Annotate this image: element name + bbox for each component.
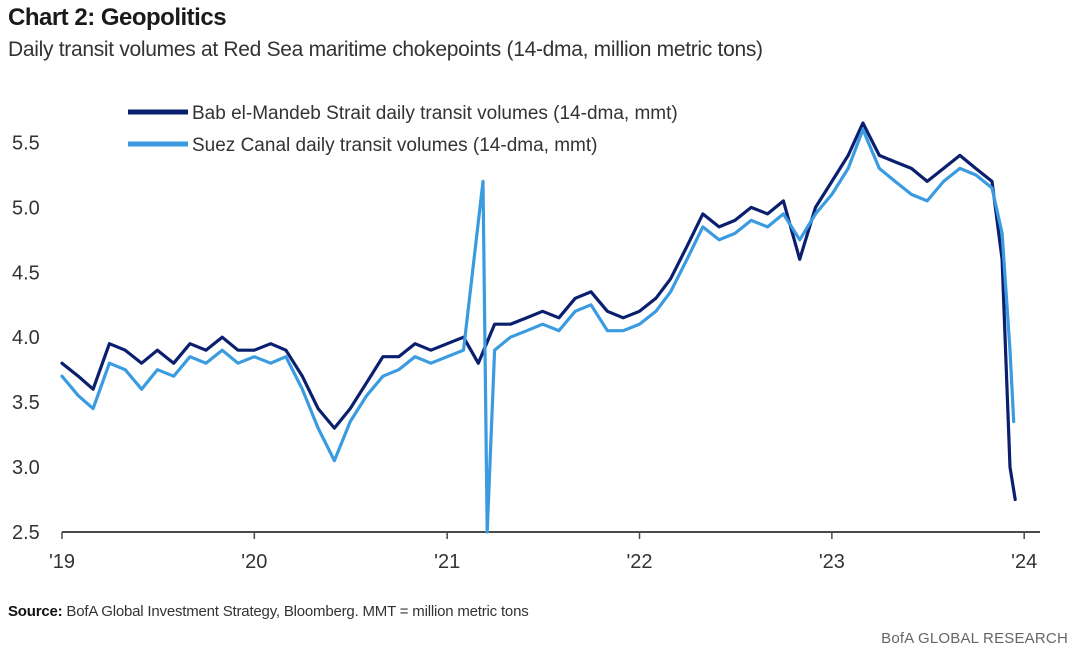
legend-label: Suez Canal daily transit volumes (14-dma… bbox=[192, 135, 597, 156]
chart-subtitle: Daily transit volumes at Red Sea maritim… bbox=[8, 38, 763, 61]
legend-label: Bab el-Mandeb Strait daily transit volum… bbox=[192, 103, 678, 124]
y-tick-label: 4.5 bbox=[12, 262, 40, 284]
series-line-bab-el-mandeb bbox=[60, 121, 1017, 502]
x-tick-label: '21 bbox=[434, 551, 460, 573]
y-tick-label: 2.5 bbox=[12, 522, 40, 544]
source-text: BofA Global Investment Strategy, Bloombe… bbox=[66, 603, 529, 620]
y-tick-label: 4.0 bbox=[12, 327, 40, 349]
y-tick-label: 5.0 bbox=[12, 197, 40, 219]
x-tick-label: '19 bbox=[49, 551, 75, 573]
x-tick-label: '23 bbox=[819, 551, 845, 573]
series-line-suez-canal bbox=[60, 127, 1016, 534]
y-tick-label: 3.0 bbox=[12, 457, 40, 479]
brand-label: BofA GLOBAL RESEARCH bbox=[881, 630, 1068, 647]
x-tick-label: '20 bbox=[241, 551, 267, 573]
x-tick-label: '22 bbox=[626, 551, 652, 573]
chart-title: Chart 2: Geopolitics bbox=[8, 4, 227, 31]
source-note: Source: BofA Global Investment Strategy,… bbox=[8, 603, 529, 620]
y-tick-label: 3.5 bbox=[12, 392, 40, 414]
line-chart: 2.5 3.0 3.5 4.0 4.5 5.0 5.5 '19 '20 '21 '22 '23 '24 B… bbox=[12, 103, 1040, 573]
x-tick-label: '24 bbox=[1011, 551, 1037, 573]
source-label: Source: bbox=[8, 603, 63, 620]
y-tick-label: 5.5 bbox=[12, 132, 40, 154]
